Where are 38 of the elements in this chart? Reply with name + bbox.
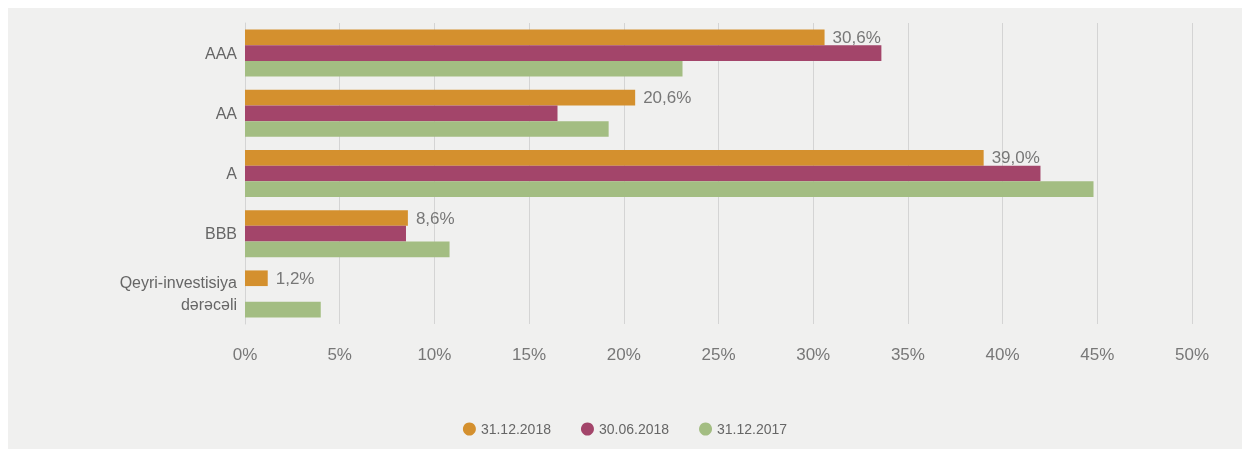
bar [245, 150, 984, 166]
bar [245, 270, 268, 287]
bar [245, 181, 1094, 197]
data-label: 1,2% [275, 268, 315, 288]
x-tick-label: 35% [890, 345, 925, 364]
y-tick-label: A [226, 165, 238, 182]
x-tick-label: 10% [417, 345, 452, 364]
data-label: 39,0% [991, 148, 1040, 168]
x-tick-label: 0% [232, 345, 258, 364]
data-label: 30,6% [832, 27, 881, 47]
bar [245, 89, 636, 106]
bar [245, 45, 882, 61]
bar [245, 210, 408, 226]
bar [245, 241, 450, 258]
bar [245, 225, 406, 242]
bar [245, 121, 609, 137]
bar [245, 165, 1041, 182]
x-tick-label: 5% [327, 345, 352, 364]
data-label: 8,6% [415, 208, 455, 228]
bar [245, 60, 683, 77]
x-tick-label: 15% [512, 345, 547, 364]
x-tick-label: 40% [985, 345, 1020, 364]
bar [245, 301, 321, 318]
y-tick-label: BBB [204, 225, 237, 243]
x-tick-label: 45% [1080, 345, 1115, 364]
y-tick-label: AA [215, 104, 238, 122]
legend-label: 30.06.2018 [598, 421, 670, 437]
data-label: 20,6% [643, 88, 692, 108]
legend-label: 31.12.2017 [717, 421, 788, 437]
x-tick-label: 25% [701, 345, 736, 364]
y-tick-label: AAA [204, 44, 238, 62]
legend-label: 31.12.2018 [480, 421, 552, 437]
y-tick-label: Qeyri-investisiya dərəcəli [119, 274, 238, 314]
x-tick-label: 20% [606, 345, 641, 364]
x-tick-label: 30% [796, 345, 831, 364]
x-tick-label: 50% [1174, 345, 1210, 364]
bar [245, 29, 825, 46]
bar [245, 105, 558, 122]
